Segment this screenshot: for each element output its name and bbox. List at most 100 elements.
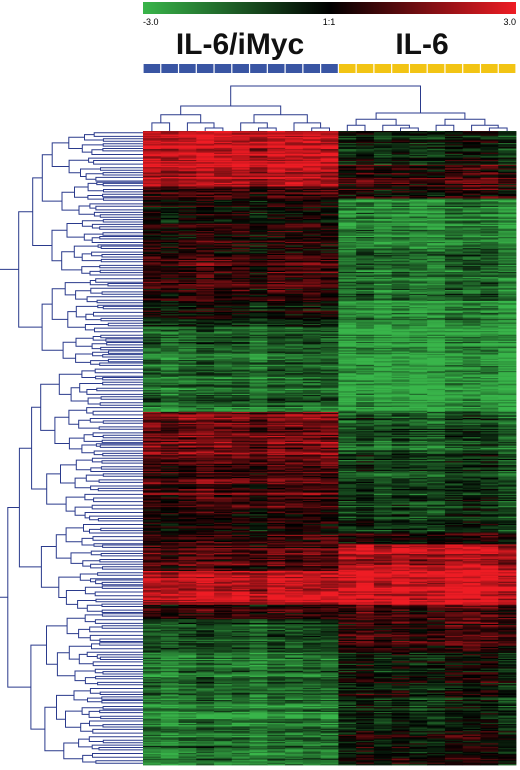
heatmap-cell	[444, 173, 464, 175]
heatmap-cell	[267, 135, 286, 138]
heatmap-cell	[498, 149, 517, 151]
heatmap-cell	[409, 269, 428, 272]
heatmap-cell	[196, 131, 215, 133]
heatmap-cell	[178, 232, 197, 234]
heatmap-cell	[427, 255, 446, 257]
heatmap-cell	[462, 178, 481, 180]
heatmap-cell	[480, 139, 499, 142]
heatmap-cell	[302, 232, 322, 234]
heatmap-cell	[444, 193, 464, 196]
heatmap-cell	[249, 158, 268, 161]
heatmap-cell	[178, 200, 197, 203]
heatmap-cell	[178, 167, 197, 169]
heatmap-cell	[444, 237, 464, 239]
heatmap-cell	[427, 262, 446, 264]
heatmap-cell	[444, 256, 464, 258]
heatmap-cell	[267, 168, 286, 170]
heatmap-cell	[267, 150, 286, 152]
heatmap-cell	[373, 176, 393, 179]
heatmap-cell	[285, 216, 304, 219]
heatmap-cell	[356, 135, 375, 138]
heatmap-cell	[373, 190, 393, 192]
heatmap-cell	[373, 144, 393, 146]
heatmap-cell	[285, 151, 304, 154]
row-dendrogram-link	[93, 211, 143, 217]
heatmap-cell	[338, 193, 357, 196]
heatmap-row	[143, 239, 517, 242]
heatmap-cell	[231, 220, 250, 222]
heatmap-cell	[338, 162, 357, 164]
heatmap-cell	[160, 184, 179, 186]
heatmap-cell	[143, 255, 162, 257]
heatmap-cell	[480, 229, 499, 232]
sample-bar-2-1	[338, 64, 356, 73]
heatmap-cell	[356, 198, 375, 201]
heatmap-cell	[462, 157, 481, 160]
heatmap-row	[143, 157, 517, 160]
heatmap-cell	[196, 152, 215, 155]
heatmap-cell	[249, 240, 268, 243]
heatmap-cell	[498, 191, 517, 193]
heatmap-cell	[391, 208, 410, 210]
heatmap-cell	[267, 171, 286, 174]
heatmap-cell	[409, 191, 428, 193]
heatmap-cell	[338, 181, 357, 184]
heatmap-cell	[302, 193, 322, 196]
heatmap-cell	[302, 245, 322, 248]
heatmap-cell	[320, 218, 339, 221]
heatmap-cell	[462, 162, 481, 164]
heatmap-cell	[214, 223, 233, 226]
heatmap-cell	[214, 261, 233, 263]
row-dendrogram-link	[81, 370, 96, 378]
heatmap-cell	[178, 275, 197, 278]
heatmap-row	[143, 251, 517, 254]
heatmap-cell	[143, 179, 162, 181]
heatmap-cell	[498, 202, 517, 204]
heatmap-cell	[196, 149, 215, 151]
heatmap-cell	[427, 273, 446, 275]
heatmap-cell	[427, 143, 446, 145]
heatmap-cell	[196, 161, 215, 163]
heatmap-cell	[285, 143, 304, 145]
heatmap-cell	[231, 147, 250, 150]
heatmap-cell	[444, 178, 464, 180]
heatmap-row	[143, 156, 517, 158]
heatmap-cell	[285, 227, 304, 230]
heatmap-cell	[143, 203, 162, 205]
heatmap-cell	[462, 167, 481, 169]
heatmap-cell	[409, 272, 428, 274]
heatmap-cell	[160, 222, 179, 225]
heatmap-cell	[160, 175, 179, 178]
heatmap-cell	[160, 186, 179, 189]
heatmap-cell	[178, 227, 197, 230]
heatmap-cell	[196, 145, 215, 148]
heatmap-cell	[196, 275, 215, 278]
heatmap-cell	[267, 176, 286, 179]
heatmap-cell	[178, 145, 197, 148]
heatmap-cell	[391, 227, 410, 230]
heatmap-cell	[444, 266, 464, 268]
heatmap-cell	[338, 268, 357, 271]
heatmap-cell	[214, 214, 233, 216]
row-dendrogram-link	[91, 744, 143, 750]
row-dendrogram-link	[81, 537, 94, 546]
heatmap-cell	[178, 187, 197, 190]
heatmap-cell	[285, 204, 304, 207]
heatmap-cell	[480, 185, 499, 187]
heatmap-cell	[249, 252, 268, 255]
heatmap-cell	[373, 263, 393, 266]
heatmap-cell	[267, 141, 286, 144]
heatmap-cell	[249, 174, 268, 176]
heatmap-cell	[196, 227, 215, 230]
heatmap-cell	[409, 140, 428, 143]
heatmap-cell	[462, 266, 481, 268]
heatmap-cell	[409, 173, 428, 175]
heatmap-cell	[302, 192, 322, 195]
heatmap-cell	[427, 181, 446, 184]
heatmap-cell	[214, 150, 233, 152]
heatmap-cell	[160, 165, 179, 168]
heatmap-cell	[143, 143, 162, 145]
heatmap-cell	[427, 209, 446, 211]
sample-bar-2-9	[481, 64, 498, 73]
heatmap-cell	[196, 247, 215, 250]
